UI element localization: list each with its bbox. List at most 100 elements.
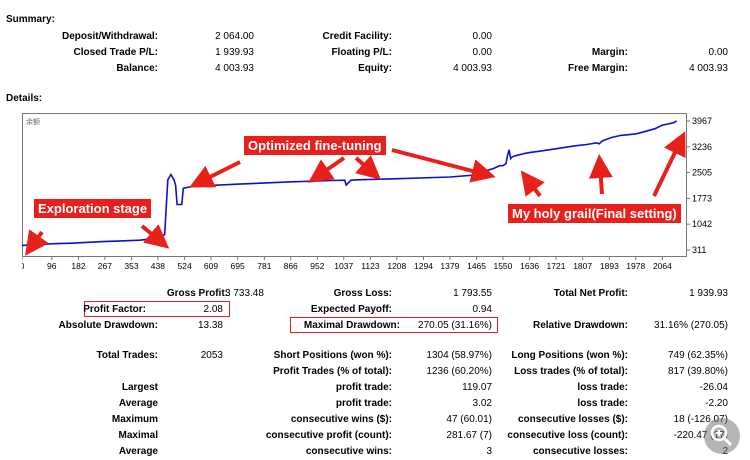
x-tick-label: 695 — [231, 261, 245, 271]
equity-value: 4 003.93 — [453, 63, 492, 74]
average-profit-label: profit trade: — [335, 398, 392, 409]
profit-trades-value: 1236 (60.20%) — [426, 366, 492, 377]
profit-factor-value: 2.08 — [203, 304, 223, 315]
avg-losses-label: consecutive losses: — [532, 446, 628, 457]
max-wins-label: consecutive wins ($): — [290, 414, 392, 425]
avg-wins-label: consecutive wins: — [305, 446, 392, 457]
expected-payoff-value: 0.94 — [472, 304, 492, 315]
x-tick-label: 1123 — [361, 261, 380, 271]
y-tick-label: 1042 — [692, 219, 712, 229]
annotation-fine-tuning: Optimized fine-tuning — [244, 136, 386, 155]
x-tick-label: 1294 — [414, 261, 433, 271]
y-tick-label: 311 — [692, 245, 706, 255]
y-tick-label: 2505 — [692, 168, 712, 178]
closed-pl-value: 1 939.93 — [215, 47, 254, 58]
average-loss-label: loss trade: — [577, 398, 628, 409]
floating-label: Floating P/L: — [331, 47, 392, 58]
loss-trades-value: 817 (39.80%) — [667, 366, 728, 377]
summary-heading: Summary: — [6, 14, 55, 25]
maximal-profit-label: consecutive profit (count): — [265, 430, 392, 441]
x-tick-label: 609 — [204, 261, 218, 271]
arrow-fine-3 — [354, 155, 382, 180]
max-losses-value: 18 (-126.07) — [673, 414, 728, 425]
x-tick-label: 96 — [47, 261, 57, 271]
x-tick-label: 524 — [177, 261, 191, 271]
abs-drawdown-value: 13.38 — [197, 320, 223, 331]
x-tick-label: 438 — [151, 261, 165, 271]
x-tick-label: 353 — [124, 261, 138, 271]
x-tick-label: 1807 — [573, 261, 592, 271]
arrow-exploration-right — [140, 224, 170, 249]
largest-loss-label: loss trade: — [577, 382, 628, 393]
largest-loss-value: -26.04 — [699, 382, 728, 393]
chart-corner-label: 余额 — [26, 117, 40, 126]
avg-wins-value: 3 — [486, 446, 492, 457]
arrow-fine-4 — [391, 148, 496, 183]
short-positions-value: 1304 (58.97%) — [426, 350, 492, 361]
average-profit-value: 3.02 — [472, 398, 492, 409]
total-trades-value: 2053 — [200, 350, 223, 361]
max-losses-label: consecutive losses ($): — [517, 414, 628, 425]
annotation-holy-grail: My holy grail(Final setting) — [508, 204, 681, 223]
maximum-label: Maximum — [111, 414, 158, 425]
arrow-fine-1 — [189, 160, 241, 188]
expected-payoff-label: Expected Payoff: — [310, 304, 392, 315]
long-positions-value: 749 (62.35%) — [667, 350, 728, 361]
x-tick-label: 781 — [257, 261, 271, 271]
x-tick-label: 866 — [284, 261, 298, 271]
profit-trades-label: Profit Trades (% of total): — [273, 366, 392, 377]
maximal-loss-value: -220.47 (17) — [673, 430, 728, 441]
x-tick-label: 182 — [71, 261, 85, 271]
arrow-exploration-left — [25, 229, 49, 256]
max-wins-value: 47 (60.01) — [446, 414, 492, 425]
rel-drawdown-label: Relative Drawdown: — [532, 320, 628, 331]
profit-factor-label: Profit Factor: — [83, 304, 146, 315]
largest-profit-value: 119.07 — [462, 382, 492, 393]
max-drawdown-value: 270.05 (31.16%) — [418, 320, 492, 331]
max-drawdown-label: Maximal Drawdown: — [303, 320, 400, 331]
margin-label: Margin: — [591, 47, 628, 58]
x-tick-label: 267 — [98, 261, 112, 271]
equity-label: Equity: — [358, 63, 392, 74]
average-label: Average — [118, 398, 158, 409]
gross-profit-value: 3 733.48 — [225, 288, 264, 299]
average2-label: Average — [118, 446, 158, 457]
largest-label: Largest — [121, 382, 158, 393]
rel-drawdown-value: 31.16% (270.05) — [654, 320, 728, 331]
x-tick-label: 0 — [22, 261, 25, 271]
credit-label: Credit Facility: — [322, 31, 392, 42]
gross-loss-label: Gross Loss: — [333, 288, 392, 299]
highlight-profit-factor — [84, 301, 230, 317]
arrow-grail-1 — [520, 170, 545, 198]
x-tick-label: 1208 — [387, 261, 406, 271]
average-loss-value: -2.20 — [705, 398, 728, 409]
loss-trades-label: Loss trades (% of total): — [514, 366, 628, 377]
x-tick-label: 2064 — [653, 261, 672, 271]
balance-label: Balance: — [116, 63, 158, 74]
maximal-loss-label: consecutive loss (count): — [507, 430, 628, 441]
zoom-button[interactable] — [704, 418, 740, 454]
margin-value: 0.00 — [708, 47, 728, 58]
free-margin-value: 4 003.93 — [689, 63, 728, 74]
y-tick-label: 1773 — [692, 193, 712, 203]
x-tick-label: 1037 — [334, 261, 353, 271]
gross-profit-label: Gross Profit: — [166, 288, 228, 299]
y-tick-label: 3236 — [692, 142, 712, 152]
gross-loss-value: 1 793.55 — [453, 288, 492, 299]
closed-pl-label: Closed Trade P/L: — [73, 47, 158, 58]
free-margin-label: Free Margin: — [567, 63, 628, 74]
x-tick-label: 1636 — [520, 261, 539, 271]
deposit-value: 2 064.00 — [215, 31, 254, 42]
largest-profit-label: profit trade: — [335, 382, 392, 393]
total-net-value: 1 939.93 — [689, 288, 728, 299]
y-tick-label: 3967 — [692, 116, 712, 126]
deposit-label: Deposit/Withdrawal: — [61, 31, 158, 42]
floating-value: 0.00 — [472, 47, 492, 58]
total-net-label: Total Net Profit: — [553, 288, 628, 299]
arrow-fine-2 — [308, 156, 346, 183]
annotation-exploration: Exploration stage — [34, 199, 152, 218]
x-tick-label: 952 — [310, 261, 324, 271]
zoom-icon — [710, 424, 733, 447]
x-tick-label: 1893 — [600, 261, 619, 271]
